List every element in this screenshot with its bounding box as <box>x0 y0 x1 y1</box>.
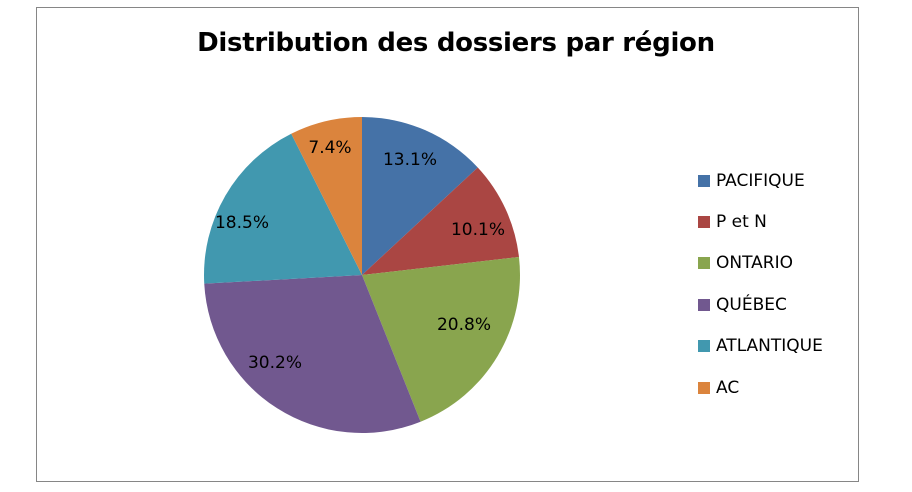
pie-slice-p-et-n <box>362 167 519 275</box>
legend-swatch <box>698 298 710 311</box>
legend-swatch <box>698 257 710 270</box>
legend-item-pacifique: PACIFIQUE <box>698 160 823 201</box>
pie-slice-ac <box>291 117 362 275</box>
legend: PACIFIQUE P et N ONTARIO QUÉBEC ATLANTIQ… <box>698 160 823 408</box>
pie-slice-québec <box>204 275 421 434</box>
data-label: 10.1% <box>451 220 505 240</box>
legend-item-quebec: QUÉBEC <box>698 284 823 325</box>
pie-slice-atlantique <box>204 133 362 284</box>
data-label: 13.1% <box>383 150 437 170</box>
chart-title: Distribution des dossiers par région <box>197 28 715 58</box>
pie-slice-ontario <box>362 256 521 422</box>
pie-slice-pacifique <box>362 117 478 275</box>
legend-swatch <box>698 174 710 187</box>
data-label: 20.8% <box>437 315 491 335</box>
data-label: 18.5% <box>215 213 269 233</box>
legend-item-ontario: ONTARIO <box>698 243 823 284</box>
data-label: 7.4% <box>308 138 351 158</box>
legend-swatch <box>698 340 710 353</box>
legend-swatch <box>698 216 710 229</box>
legend-item-ac: AC <box>698 367 823 408</box>
data-label: 30.2% <box>248 353 302 373</box>
legend-item-p-et-n: P et N <box>698 201 823 242</box>
legend-item-atlantique: ATLANTIQUE <box>698 326 823 367</box>
legend-swatch <box>698 381 710 394</box>
